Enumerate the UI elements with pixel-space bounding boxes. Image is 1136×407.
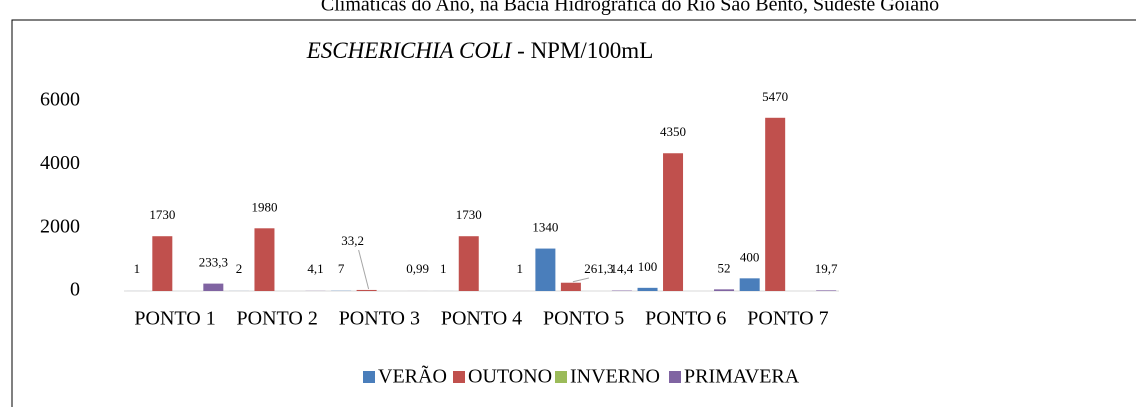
data-label: 1 xyxy=(134,261,141,276)
x-tick-label: PONTO 1 xyxy=(134,308,215,330)
x-tick-label: PONTO 6 xyxy=(645,308,726,330)
data-label: 14,4 xyxy=(611,261,634,276)
legend-label: INVERNO xyxy=(570,366,660,388)
legend-swatch xyxy=(453,371,465,383)
bar xyxy=(816,290,837,291)
bar xyxy=(356,289,377,291)
data-label: 19,7 xyxy=(815,261,838,276)
bar xyxy=(535,248,556,291)
leader-line xyxy=(572,277,590,283)
data-label: 5470 xyxy=(762,89,788,104)
bar xyxy=(739,278,760,291)
x-tick-label: PONTO 7 xyxy=(747,308,828,330)
chart-frame xyxy=(11,19,1136,407)
legend-swatch xyxy=(669,371,681,383)
bar xyxy=(458,236,479,291)
bar xyxy=(254,228,275,291)
data-label: 4350 xyxy=(660,124,686,139)
data-label: 100 xyxy=(638,259,658,274)
data-label: 52 xyxy=(718,260,731,275)
x-tick-label: PONTO 3 xyxy=(339,308,420,330)
bar xyxy=(637,287,658,291)
caption: Climáticas do Ano, na Bacia Hidrográfica… xyxy=(321,0,939,16)
x-tick-label: PONTO 4 xyxy=(441,308,522,330)
bar xyxy=(663,153,684,291)
legend-label: OUTONO xyxy=(468,366,552,388)
chart-title: ESCHERICHIA COLI - NPM/100mL xyxy=(306,38,654,63)
data-label: 1730 xyxy=(149,207,175,222)
title-rest: - NPM/100mL xyxy=(511,38,653,63)
x-tick-label: PONTO 5 xyxy=(543,308,624,330)
data-label: 1 xyxy=(517,261,524,276)
bar xyxy=(152,236,173,291)
legend-swatch xyxy=(555,371,567,383)
bar xyxy=(714,289,735,291)
data-label: 1340 xyxy=(532,220,558,235)
data-label: 400 xyxy=(740,249,760,264)
leader-line xyxy=(358,249,370,290)
data-label: 233,3 xyxy=(199,255,228,270)
data-label: 33,2 xyxy=(341,233,364,248)
legend-label: PRIMAVERA xyxy=(684,366,800,388)
x-tick-label: PONTO 2 xyxy=(237,308,318,330)
y-tick-label: 4000 xyxy=(40,152,80,174)
y-tick-label: 2000 xyxy=(40,215,80,237)
data-label: 7 xyxy=(338,261,345,276)
title-italic: ESCHERICHIA COLI xyxy=(306,38,513,63)
data-label: 4,1 xyxy=(307,261,323,276)
bar xyxy=(560,282,581,291)
y-tick-label: 6000 xyxy=(40,89,80,111)
data-label: 1 xyxy=(440,261,447,276)
bar xyxy=(203,283,224,291)
legend-swatch xyxy=(363,371,375,383)
bar xyxy=(765,117,786,292)
data-label: 2 xyxy=(236,261,243,276)
data-label: 261,3 xyxy=(584,261,613,276)
legend-label: VERÃO xyxy=(378,364,447,388)
y-tick-label: 0 xyxy=(70,279,80,301)
data-label: 1730 xyxy=(456,207,482,222)
data-label: 1980 xyxy=(251,199,277,214)
data-label: 0,99 xyxy=(406,261,429,276)
